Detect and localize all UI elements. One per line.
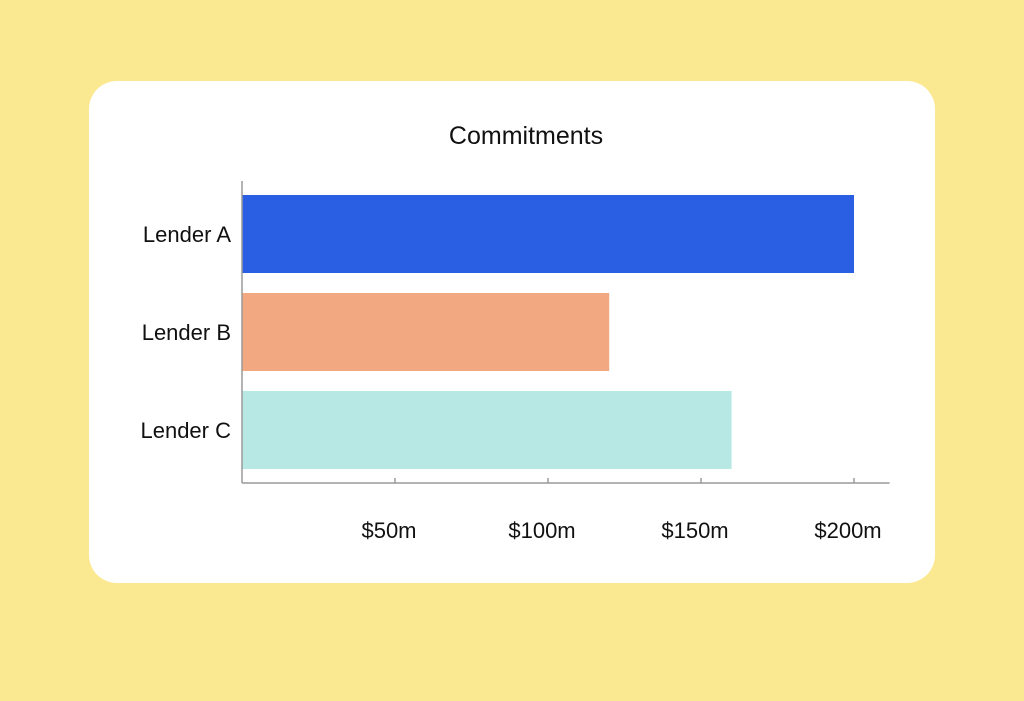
chart-title: Commitments (449, 122, 603, 150)
bar-lender-b (242, 293, 610, 371)
bars-group (242, 195, 854, 469)
category-label-lender-c: Lender C (140, 418, 231, 443)
category-label-lender-a: Lender A (143, 222, 231, 247)
chart-card: Commitments Lender A Lender B Lender C $50… (89, 81, 935, 583)
x-tick-label-150: $150m (661, 518, 728, 543)
category-label-lender-b: Lender B (142, 320, 231, 345)
bar-lender-c (242, 391, 732, 469)
x-tick-label-100: $100m (508, 518, 575, 543)
x-tick-label-50: $50m (361, 518, 416, 543)
x-ticks (394, 478, 855, 483)
x-tick-label-200: $200m (814, 518, 881, 543)
category-labels: Lender A Lender B Lender C (140, 222, 231, 443)
bar-lender-a (242, 195, 854, 273)
x-tick-labels: $50m $100m $150m $200m (361, 518, 881, 543)
bar-chart: Commitments Lender A Lender B Lender C $50… (140, 122, 890, 543)
